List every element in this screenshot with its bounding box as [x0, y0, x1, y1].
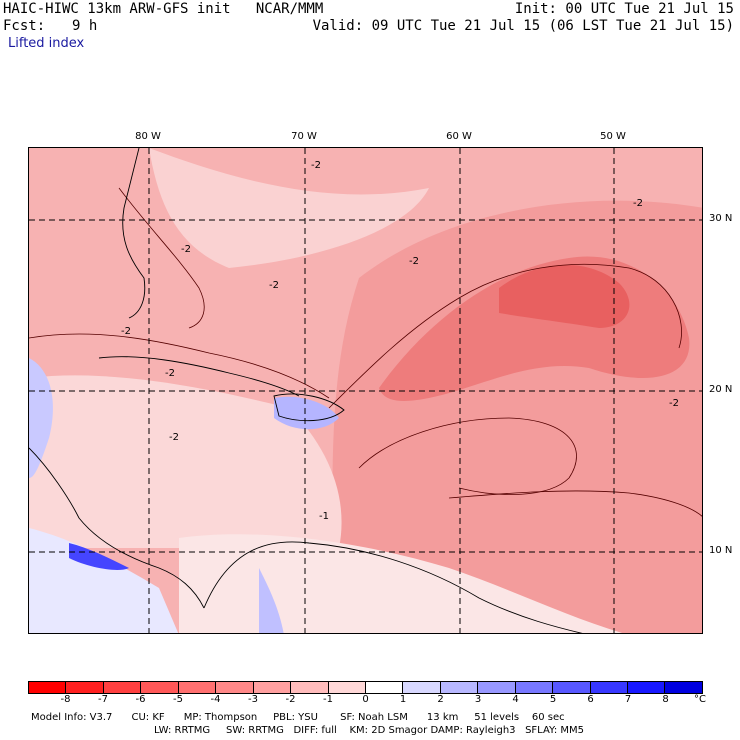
- init-time: Init: 00 UTC Tue 21 Jul 15: [514, 1, 734, 17]
- colorbar-swatch: [628, 682, 666, 693]
- valid-time: Valid: 09 UTC Tue 21 Jul 15 (06 LST Tue …: [312, 18, 734, 34]
- colorbar-tick-label: -8: [60, 694, 71, 705]
- stable-patch-west: [29, 358, 53, 478]
- colorbar-tick-label: 1: [399, 694, 407, 705]
- colorbar-swatch: [29, 682, 67, 693]
- stable-patch-panama: [69, 543, 129, 570]
- colorbar-tick-label: 6: [587, 694, 594, 705]
- colorbar-swatch: [253, 682, 292, 693]
- contour-label: -2: [269, 280, 279, 291]
- central-america-stable: [29, 528, 179, 633]
- colorbar-tick-label: 5: [549, 694, 557, 705]
- contour-label: -2: [121, 326, 131, 337]
- colorbar-swatch: [665, 682, 702, 693]
- colorbar-swatch: [515, 682, 554, 693]
- colorbar-tick-label: -1: [323, 694, 333, 705]
- contour-label: -1: [319, 511, 329, 522]
- stable-patch-andes: [259, 568, 284, 633]
- coastline-central-america: [29, 447, 205, 609]
- caribbean-weaker-area: [29, 375, 342, 548]
- colorbar-swatch: [178, 682, 217, 693]
- colorbar-tick-label: 2: [437, 694, 444, 705]
- colorbar-swatch: [216, 682, 254, 693]
- contour-label: -2: [165, 368, 175, 379]
- latitude-label-10n: 10 N: [709, 545, 733, 556]
- peak-instability-core: [499, 264, 630, 328]
- colorbar-tick-label: 0: [362, 694, 369, 705]
- longitude-label-50w: 50 W: [600, 131, 626, 142]
- colorbar-swatch: [328, 682, 366, 693]
- colorbar-swatch: [590, 682, 628, 693]
- latitude-label-30n: 30 N: [709, 213, 733, 224]
- coastline-cuba: [98, 356, 300, 397]
- colorbar-tick-label: 8: [662, 694, 669, 705]
- contour-label: -2: [181, 244, 191, 255]
- field-name: Lifted index: [8, 36, 85, 51]
- contour-line: [118, 187, 205, 329]
- colorbar-swatch: [66, 682, 104, 693]
- colorbar-swatch: [553, 682, 591, 693]
- colorbar-tick-label: 3: [474, 694, 482, 705]
- colorbar-tick-label: 4: [512, 694, 519, 705]
- model-info-line2: LW: RRTMG SW: RRTMG DIFF: full KM: 2D Sm…: [154, 725, 584, 736]
- coastline-hispaniola: [273, 393, 345, 422]
- contour-line: [29, 333, 330, 399]
- forecast-hour: 9 h: [72, 18, 98, 34]
- contour-label: -2: [669, 398, 679, 409]
- atlantic-stable-band: [149, 148, 429, 268]
- colorbar-tick-label: -5: [173, 694, 183, 705]
- model-info-line1: Model Info: V3.7 CU: KF MP: Thompson PBL…: [31, 712, 565, 723]
- colorbar-swatch: [440, 682, 479, 693]
- colorbar-tick-label: -6: [135, 694, 146, 705]
- colorbar-swatch: [141, 682, 179, 693]
- model-title: HAIC-HIWC 13km ARW-GFS init NCAR/MMM: [3, 1, 324, 17]
- colorbar-swatch: [291, 682, 329, 693]
- colorbar-swatch: [365, 682, 404, 693]
- latitude-label-20n: 20 N: [709, 384, 733, 395]
- colorbar-tick-label: 7: [624, 694, 632, 705]
- colorbar-tick-label: -3: [248, 694, 258, 705]
- contour-label: -2: [633, 198, 643, 209]
- colorbar-ticks: -8 -7 -6 -5 -4 -3 -2 -1 0 1 2 3 4 5 6 7 8: [28, 694, 703, 706]
- forecast-label: Fcst:: [3, 18, 46, 34]
- lifted-index-map: -2 -2 -2 -2 -2 -2 -2 -2 -2 -1: [28, 147, 703, 634]
- colorbar-unit: °C: [694, 694, 706, 705]
- contour-label: -2: [169, 432, 179, 443]
- colorbar-swatch: [103, 682, 142, 693]
- stable-patch-hispaniola: [274, 396, 339, 430]
- colorbar-tick-label: -4: [210, 694, 221, 705]
- longitude-label-80w: 80 W: [135, 131, 161, 142]
- contour-label: -2: [311, 160, 321, 171]
- colorbar-swatch: [478, 682, 516, 693]
- colorbar-swatch: [403, 682, 441, 693]
- longitude-label-60w: 60 W: [446, 131, 472, 142]
- colorbar-tick-label: -7: [98, 694, 108, 705]
- colorbar-tick-label: -2: [285, 694, 296, 705]
- contour-line: [448, 490, 702, 517]
- colorbar: [28, 681, 703, 694]
- contour-line: [358, 417, 577, 495]
- south-america-area: [179, 534, 623, 633]
- contour-line: [328, 263, 682, 409]
- graticule: [29, 148, 702, 633]
- coastline-us-east: [122, 148, 146, 319]
- contour-label: -2: [409, 256, 419, 267]
- longitude-label-70w: 70 W: [291, 131, 317, 142]
